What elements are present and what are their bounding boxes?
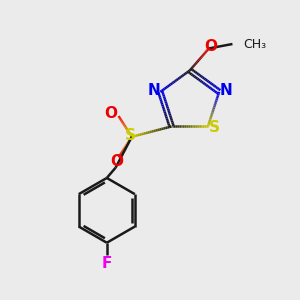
Text: N: N	[148, 83, 160, 98]
Text: S: S	[209, 120, 220, 135]
Text: CH₃: CH₃	[243, 38, 266, 50]
Text: O: O	[111, 154, 124, 169]
Text: O: O	[104, 106, 117, 121]
Text: O: O	[204, 39, 217, 54]
Text: N: N	[219, 83, 232, 98]
Text: S: S	[125, 128, 136, 143]
Text: F: F	[102, 256, 112, 271]
